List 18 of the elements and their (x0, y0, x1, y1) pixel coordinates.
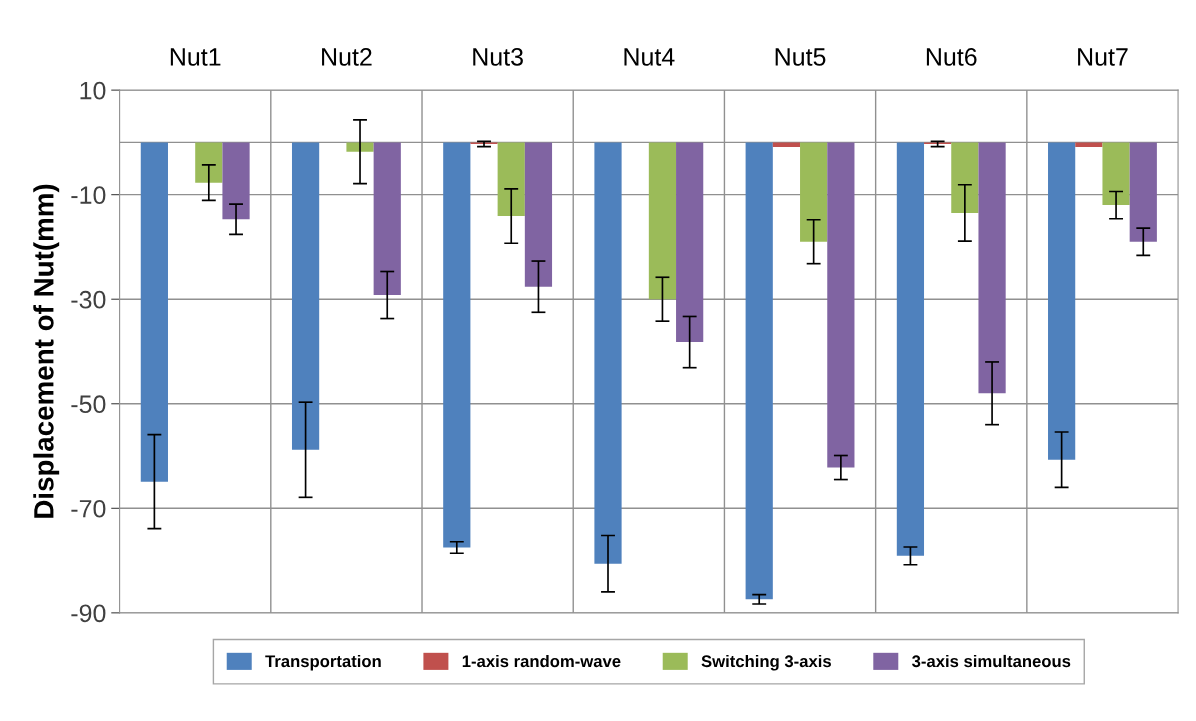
x-tick-label: Nut4 (624, 48, 675, 66)
x-tick-label: Nut1 (170, 48, 221, 66)
y-tick-label: 10 (80, 81, 106, 100)
y-tick-label: -70 (71, 499, 106, 518)
legend-label: 3-axis simultaneous (912, 654, 1071, 668)
y-tick-label: -30 (71, 290, 106, 309)
x-tick-label: Nut7 (1078, 48, 1128, 66)
x-tick-label: Nut2 (322, 48, 372, 66)
x-tick-label: Nut5 (775, 48, 826, 66)
legend-label: Transportation (265, 654, 381, 671)
y-axis-title: Displacement of Nut(mm) (33, 184, 60, 518)
y-tick-label: -50 (71, 395, 106, 414)
y-tick-label: -90 (71, 604, 106, 623)
legend-label: Switching 3-axis (701, 654, 831, 671)
x-tick-label: Nut3 (473, 48, 523, 66)
legend-label: 1-axis random-wave (462, 654, 621, 668)
x-tick-label: Nut6 (926, 48, 977, 66)
y-tick-label: -10 (71, 186, 106, 204)
